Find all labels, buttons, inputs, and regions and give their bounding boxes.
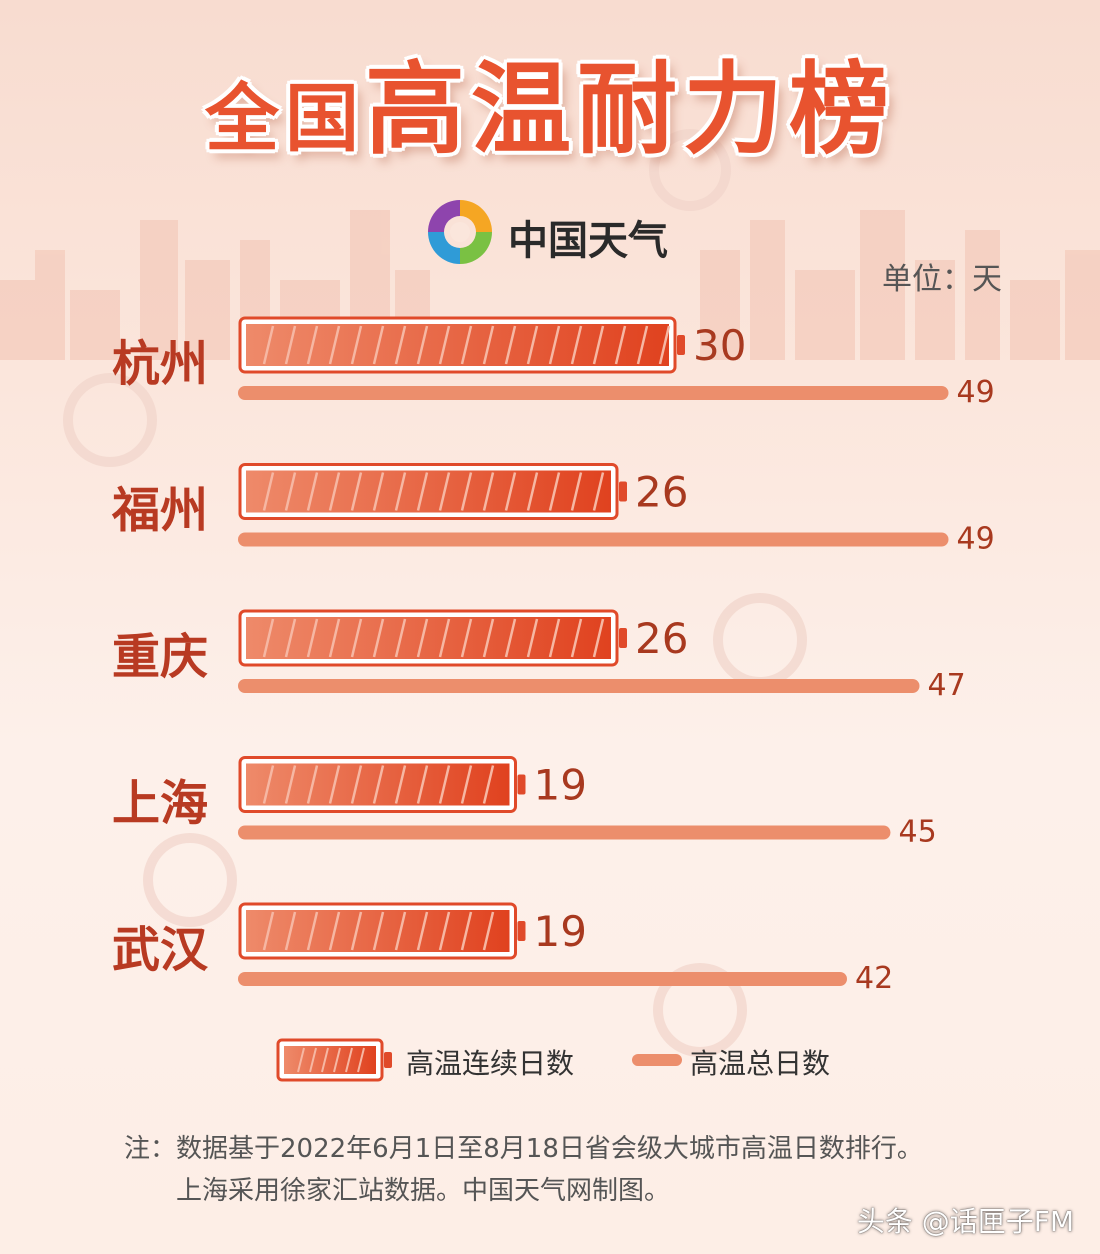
consecutive-value-label: 26 xyxy=(635,468,688,517)
consecutive-bar xyxy=(246,470,611,513)
total-value-label: 49 xyxy=(957,522,995,557)
total-bar xyxy=(238,825,891,840)
consecutive-bar-stripes xyxy=(262,325,671,365)
total-bar xyxy=(238,679,920,693)
legend: 高温连续日数 高温总日数 xyxy=(276,1036,876,1086)
title-main: 高温耐力榜 xyxy=(365,51,895,168)
footnote: 注：数据基于2022年6月1日至8月18日省会级大城市高温日数排行。 上海采用徐… xyxy=(124,1128,1024,1212)
consecutive-bar-cap xyxy=(677,335,685,355)
total-bar xyxy=(238,972,847,986)
title-prefix: 全国 xyxy=(205,76,365,162)
brand-name: 中国天气 xyxy=(508,218,668,264)
consecutive-bar-cap xyxy=(619,628,627,648)
total-value-label: 49 xyxy=(957,375,995,410)
consecutive-bar-cap xyxy=(517,774,526,795)
total-bar xyxy=(238,532,949,547)
city-label: 重庆 xyxy=(112,629,208,685)
legend-total-label: 高温总日数 xyxy=(690,1047,831,1080)
consecutive-bar-stripes xyxy=(262,618,605,658)
unit-label: 单位：天 xyxy=(882,262,1002,297)
footer-attribution: 头条 @话匣子FM xyxy=(856,1205,1074,1238)
city-label: 福州 xyxy=(111,483,208,539)
chart-row: 福州 26 49 xyxy=(111,463,995,557)
chart-row: 杭州 30 49 xyxy=(112,316,995,410)
chart-row: 重庆 26 47 xyxy=(112,609,966,703)
legend-battery-icon xyxy=(276,1038,392,1082)
total-value-label: 47 xyxy=(928,668,966,703)
chart-row: 上海 19 45 xyxy=(112,756,937,850)
city-label: 上海 xyxy=(112,776,208,832)
consecutive-value-label: 26 xyxy=(635,614,688,663)
footnote-line-2: 上海采用徐家汇站数据。中国天气网制图。 xyxy=(176,1176,671,1206)
city-label: 杭州 xyxy=(112,336,208,392)
consecutive-bar-stripes xyxy=(262,911,495,951)
legend-consecutive-label: 高温连续日数 xyxy=(406,1047,575,1080)
consecutive-value-label: 19 xyxy=(534,761,587,810)
chart-row: 武汉 19 42 xyxy=(112,902,893,996)
consecutive-value-label: 19 xyxy=(534,907,587,956)
city-label: 武汉 xyxy=(112,922,209,978)
total-value-label: 45 xyxy=(899,815,937,850)
consecutive-bar-cap xyxy=(517,921,526,941)
consecutive-bar xyxy=(246,617,611,659)
consecutive-value-label: 30 xyxy=(693,321,746,370)
footnote-line-1: 注：数据基于2022年6月1日至8月18日省会级大城市高温日数排行。 xyxy=(124,1134,923,1164)
china-weather-logo-icon xyxy=(428,200,492,264)
brand: 中国天气 xyxy=(420,192,720,272)
legend-total-bar-icon xyxy=(632,1054,682,1066)
consecutive-bar-stripes xyxy=(262,765,495,804)
total-bar xyxy=(238,386,949,400)
total-value-label: 42 xyxy=(855,961,893,996)
consecutive-bar-stripes xyxy=(262,472,605,511)
consecutive-bar-cap xyxy=(619,481,627,502)
page-title: 全国高温耐力榜 xyxy=(0,28,1100,173)
